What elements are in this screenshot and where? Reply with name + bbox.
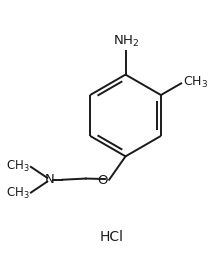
- Text: N: N: [45, 173, 54, 186]
- Text: O: O: [97, 174, 108, 187]
- Text: CH$_3$: CH$_3$: [184, 75, 209, 90]
- Text: CH$_3$: CH$_3$: [6, 186, 30, 201]
- Text: HCl: HCl: [99, 230, 123, 244]
- Text: CH$_3$: CH$_3$: [6, 159, 30, 174]
- Text: NH$_2$: NH$_2$: [113, 34, 140, 49]
